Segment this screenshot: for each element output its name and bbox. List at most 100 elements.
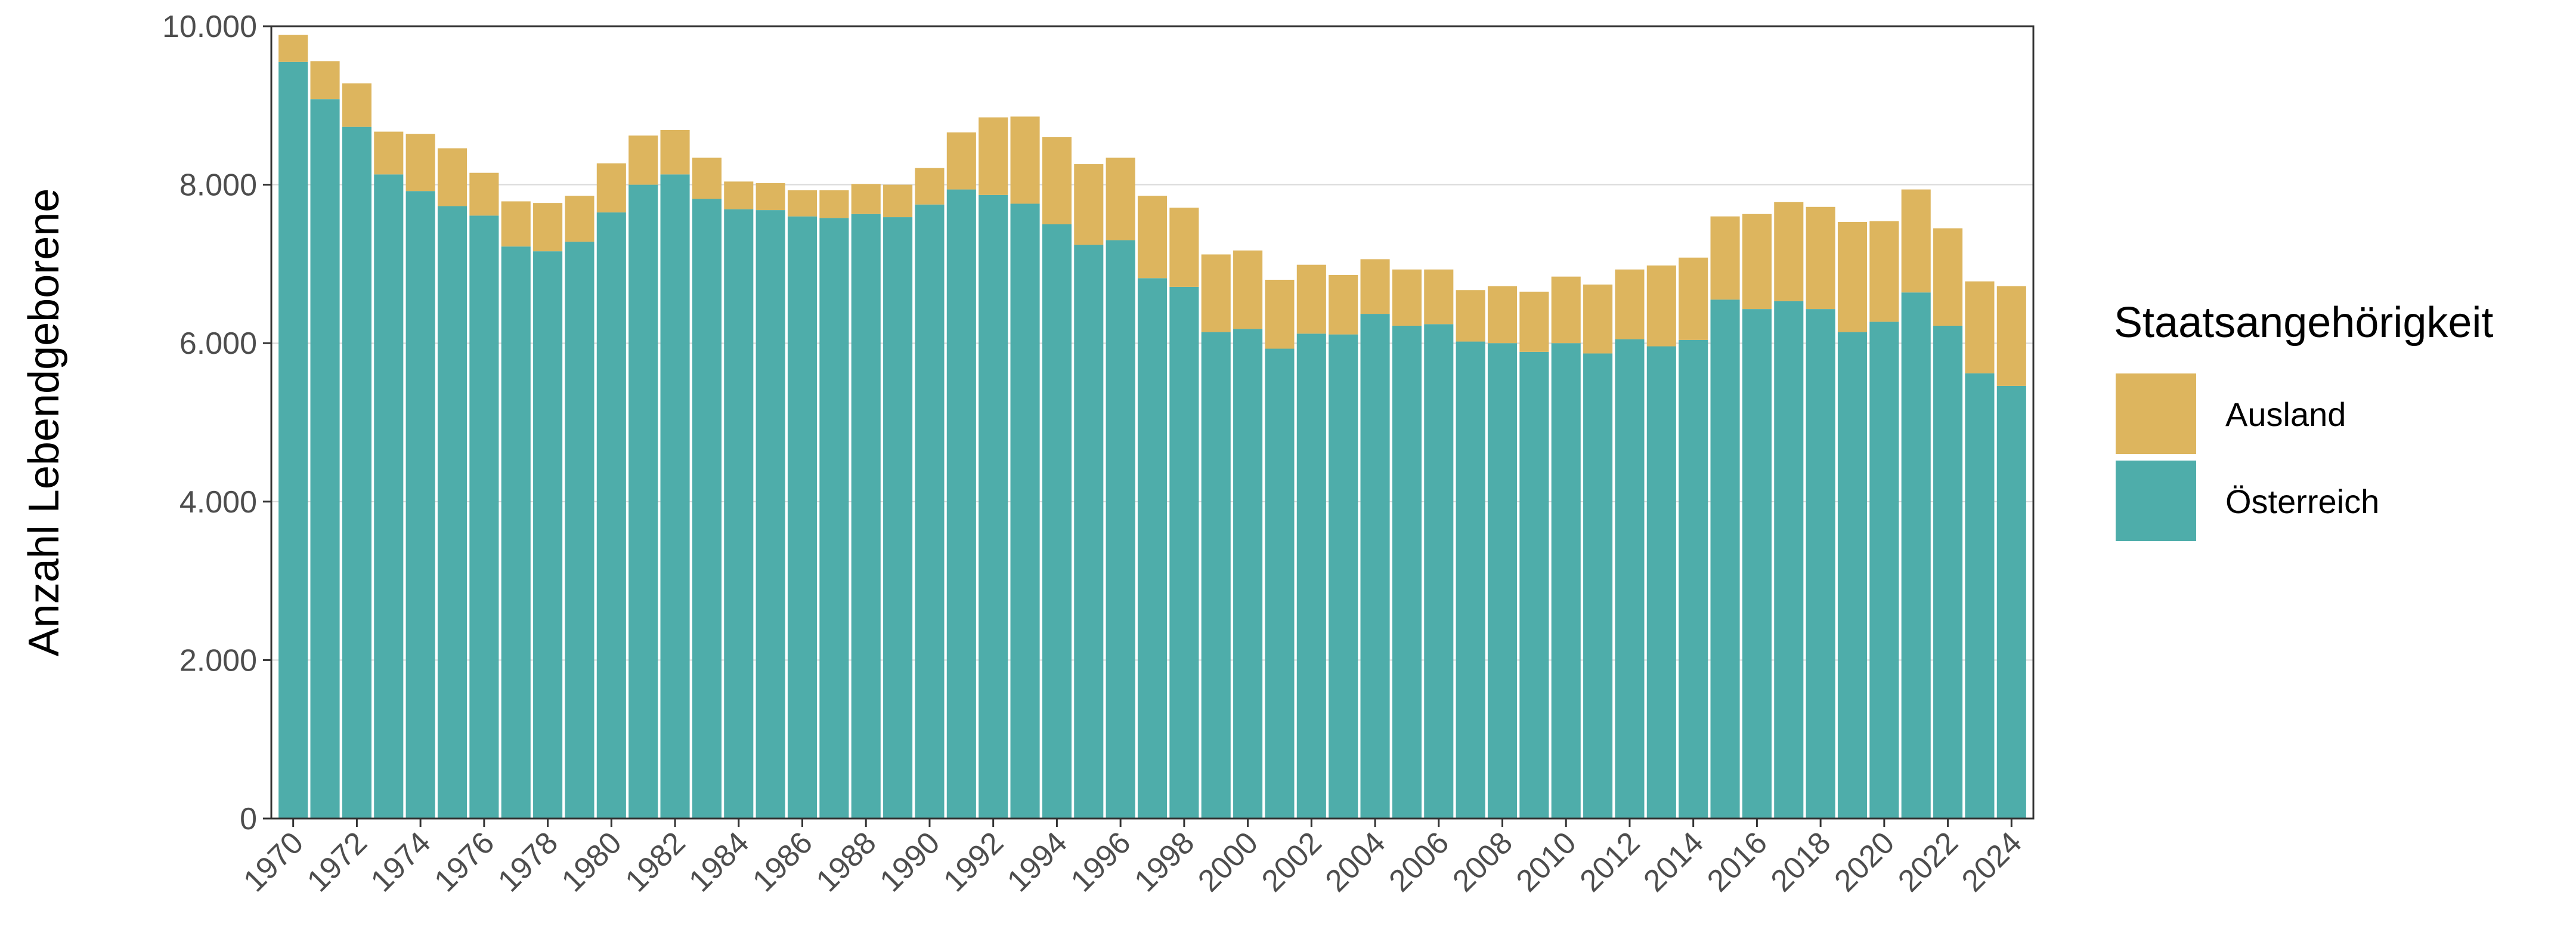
bar-oesterreich-2023 bbox=[1965, 373, 1995, 819]
bar-ausland-2017 bbox=[1774, 202, 1804, 301]
x-tick-label: 1986 bbox=[746, 825, 819, 898]
bar-ausland-1983 bbox=[692, 158, 722, 199]
bar-ausland-2011 bbox=[1583, 284, 1613, 354]
bar-oesterreich-1998 bbox=[1169, 286, 1199, 819]
bar-ausland-2016 bbox=[1742, 214, 1772, 310]
bar-ausland-1994 bbox=[1042, 137, 1072, 224]
x-tick-label: 1984 bbox=[682, 825, 756, 898]
bar-oesterreich-1978 bbox=[533, 251, 563, 819]
bar-oesterreich-1999 bbox=[1201, 332, 1231, 819]
bar-oesterreich-1989 bbox=[883, 217, 913, 819]
bar-ausland-2010 bbox=[1551, 276, 1581, 344]
x-tick-label: 1992 bbox=[937, 825, 1010, 898]
x-tick-label: 2024 bbox=[1955, 825, 2029, 898]
bar-oesterreich-2019 bbox=[1837, 332, 1868, 819]
bar-oesterreich-2010 bbox=[1551, 343, 1581, 819]
bar-oesterreich-1974 bbox=[405, 191, 435, 819]
bar-oesterreich-1986 bbox=[787, 216, 818, 819]
bar-ausland-1973 bbox=[374, 131, 404, 175]
bar-ausland-1989 bbox=[883, 184, 913, 218]
legend-key-ausland bbox=[2116, 373, 2196, 454]
legend-title: Staatsangehörigkeit bbox=[2114, 299, 2493, 347]
x-tick-label: 2022 bbox=[1891, 825, 1965, 898]
bar-oesterreich-2014 bbox=[1679, 339, 1708, 819]
bar-ausland-1998 bbox=[1169, 208, 1199, 287]
bar-oesterreich-1976 bbox=[469, 215, 499, 819]
bar-ausland-2023 bbox=[1965, 281, 1995, 373]
y-tick-label: 6.000 bbox=[179, 326, 257, 361]
bar-oesterreich-1972 bbox=[342, 126, 371, 819]
x-tick-label: 2008 bbox=[1446, 825, 1519, 898]
bar-oesterreich-2002 bbox=[1296, 333, 1326, 819]
bar-ausland-1975 bbox=[437, 148, 467, 206]
y-tick-label: 0 bbox=[240, 802, 257, 836]
bar-oesterreich-2008 bbox=[1487, 343, 1518, 819]
bar-ausland-1971 bbox=[310, 61, 340, 100]
bar-ausland-2021 bbox=[1901, 189, 1931, 293]
bar-ausland-2012 bbox=[1615, 269, 1645, 339]
bar-oesterreich-1980 bbox=[596, 212, 626, 819]
bar-oesterreich-2024 bbox=[1996, 385, 2026, 819]
bar-ausland-1984 bbox=[724, 181, 754, 209]
bar-oesterreich-2018 bbox=[1806, 309, 1835, 819]
bar-oesterreich-2016 bbox=[1742, 309, 1772, 819]
bar-oesterreich-1993 bbox=[1010, 203, 1040, 819]
bar-oesterreich-2013 bbox=[1646, 346, 1676, 819]
x-tick-label: 1972 bbox=[301, 825, 374, 898]
bar-ausland-1977 bbox=[501, 201, 531, 247]
y-tick-label: 8.000 bbox=[179, 168, 257, 203]
bar-oesterreich-2005 bbox=[1392, 325, 1422, 819]
bar-oesterreich-1997 bbox=[1137, 278, 1168, 819]
bar-ausland-1986 bbox=[787, 190, 818, 217]
bar-oesterreich-2000 bbox=[1233, 329, 1263, 819]
bar-ausland-2002 bbox=[1296, 264, 1326, 334]
bar-ausland-2019 bbox=[1837, 222, 1868, 332]
y-tick-label: 10.000 bbox=[162, 10, 257, 44]
legend-key-oesterreich bbox=[2116, 461, 2196, 541]
bar-ausland-1980 bbox=[596, 163, 626, 213]
x-tick-label: 2010 bbox=[1510, 825, 1583, 898]
bar-ausland-1982 bbox=[660, 129, 690, 175]
x-axis: 1970197219741976197819801982198419861988… bbox=[237, 819, 2029, 898]
x-tick-label: 1976 bbox=[428, 825, 501, 898]
bar-marks bbox=[278, 35, 2026, 819]
bar-ausland-1996 bbox=[1106, 158, 1135, 240]
bar-ausland-2003 bbox=[1329, 274, 1358, 335]
bar-ausland-1995 bbox=[1074, 164, 1104, 245]
bar-oesterreich-1970 bbox=[278, 61, 308, 819]
bar-oesterreich-1991 bbox=[946, 189, 976, 819]
bar-ausland-2001 bbox=[1265, 279, 1295, 349]
bar-ausland-2008 bbox=[1487, 286, 1518, 344]
bar-oesterreich-1977 bbox=[501, 246, 531, 819]
bar-ausland-1990 bbox=[915, 168, 945, 205]
x-tick-label: 2002 bbox=[1255, 825, 1329, 898]
bar-oesterreich-2017 bbox=[1774, 301, 1804, 819]
bar-oesterreich-2003 bbox=[1329, 334, 1358, 819]
bar-oesterreich-1994 bbox=[1042, 224, 1072, 819]
x-tick-label: 1974 bbox=[364, 825, 438, 898]
plot-panel-border bbox=[270, 25, 2035, 820]
bar-ausland-1970 bbox=[278, 35, 308, 62]
bar-ausland-2024 bbox=[1996, 286, 2026, 386]
bar-ausland-2022 bbox=[1933, 228, 1963, 326]
bar-ausland-2020 bbox=[1869, 221, 1899, 322]
bar-oesterreich-2020 bbox=[1869, 322, 1899, 819]
bar-oesterreich-1990 bbox=[915, 204, 945, 819]
legend: Staatsangehörigkeit Ausland Österreich bbox=[2114, 299, 2493, 541]
bar-oesterreich-1975 bbox=[437, 206, 467, 819]
bar-oesterreich-1987 bbox=[819, 218, 849, 819]
x-tick-label: 1982 bbox=[619, 825, 692, 898]
bar-ausland-2004 bbox=[1360, 259, 1390, 314]
legend-label-oesterreich: Österreich bbox=[2225, 483, 2379, 520]
bar-ausland-1974 bbox=[405, 134, 435, 192]
bar-ausland-2014 bbox=[1679, 257, 1708, 340]
x-tick-label: 2020 bbox=[1828, 825, 1902, 898]
x-tick-label: 1994 bbox=[1001, 825, 1074, 898]
bar-ausland-1985 bbox=[756, 183, 785, 211]
bar-oesterreich-1985 bbox=[756, 210, 785, 819]
y-tick-label: 4.000 bbox=[179, 485, 257, 520]
y-axis: 0 2.000 4.000 6.000 8.000 10.000 bbox=[162, 10, 271, 836]
bar-ausland-2000 bbox=[1233, 250, 1263, 329]
bar-ausland-1979 bbox=[565, 196, 595, 242]
bar-oesterreich-1995 bbox=[1074, 245, 1104, 819]
